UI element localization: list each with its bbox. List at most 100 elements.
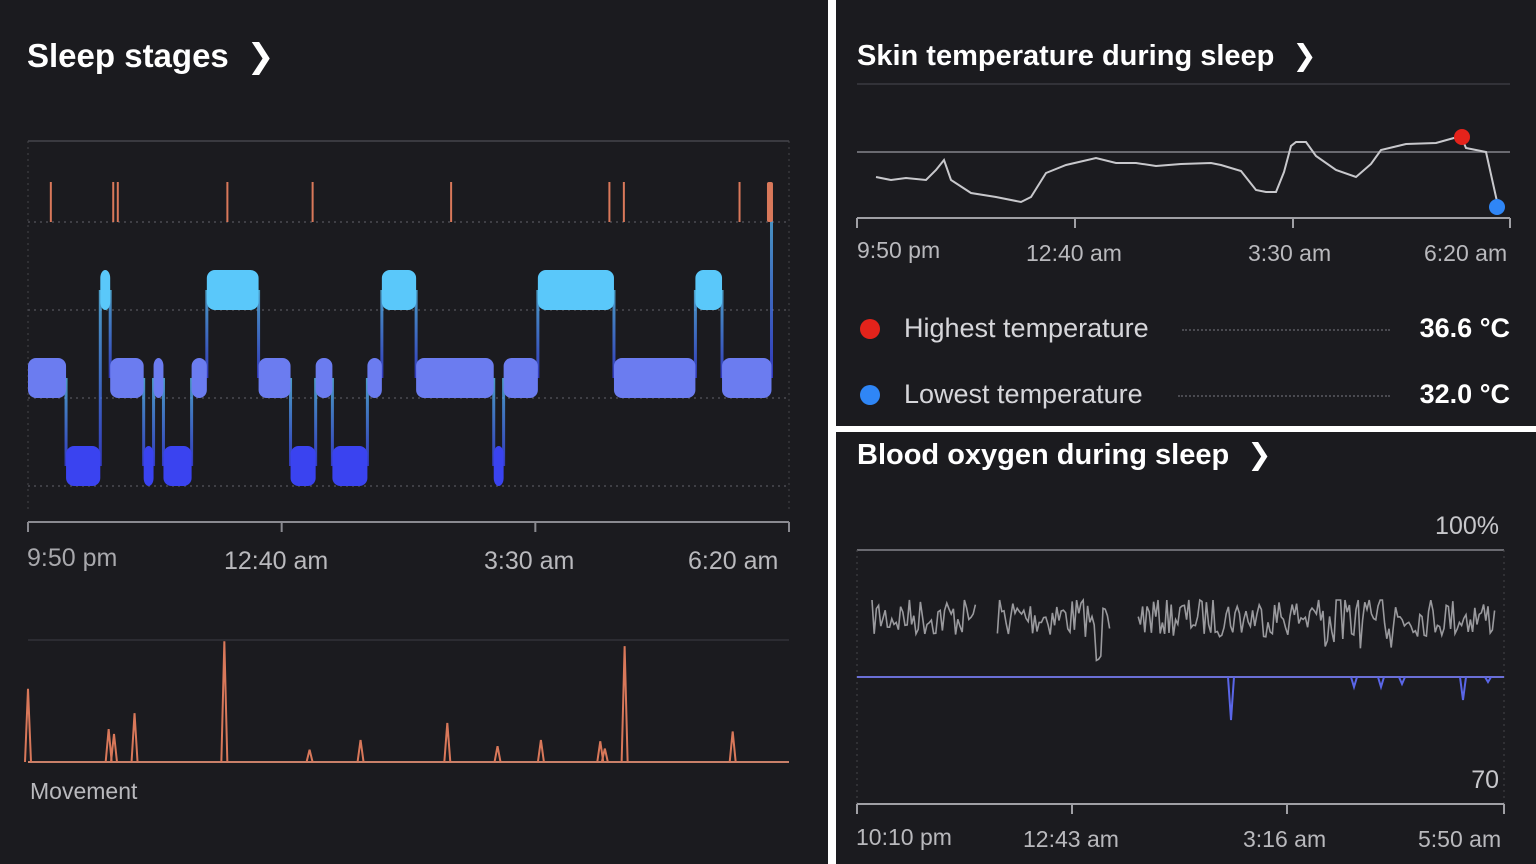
stage-block-light xyxy=(153,358,164,398)
movement-spike xyxy=(104,728,113,763)
spo2-time-label-4: 5:50 am xyxy=(1418,826,1502,852)
movement-spike xyxy=(596,741,605,763)
stage-block-rem xyxy=(100,270,111,310)
stage-transition xyxy=(142,378,146,466)
stage-transition xyxy=(330,378,334,466)
sleep-time-label-1: 9:50 pm xyxy=(27,544,118,572)
chevron-right-icon: ❯ xyxy=(246,37,275,74)
stage-block-deep xyxy=(66,446,101,486)
stage-block-deep xyxy=(143,446,154,486)
stage-block-light xyxy=(110,358,144,398)
lowest-temperature-value: 32.0 °C xyxy=(1419,379,1510,409)
spo2-trace xyxy=(871,597,1496,662)
awake-mark xyxy=(49,182,52,222)
sleep-time-label-4: 6:20 am xyxy=(688,547,779,575)
stage-block-rem xyxy=(537,270,614,310)
stage-transition xyxy=(190,378,194,466)
movement-spike xyxy=(130,713,139,763)
stage-transition xyxy=(536,290,540,378)
spo2-dip xyxy=(1459,676,1467,701)
skin-temperature-title[interactable]: Skin temperature during sleep ❯ xyxy=(857,38,1317,73)
movement-spike xyxy=(220,641,229,763)
movement-spike xyxy=(305,749,314,763)
spo2-time-label-1: 10:10 pm xyxy=(856,824,952,850)
awake-mark xyxy=(112,182,115,222)
leader-line xyxy=(1182,329,1390,331)
movement-spike xyxy=(536,739,545,763)
sleep-time-label-3: 3:30 am xyxy=(484,547,575,575)
blood-oxygen-panel: Blood oxygen during sleep ❯ 100% 70 10:10… xyxy=(836,432,1536,864)
skin-temperature-chart xyxy=(856,83,1511,228)
spo2-time-label-3: 3:16 am xyxy=(1243,826,1327,852)
spo2-y-top-label: 100% xyxy=(1435,512,1499,540)
stage-transition xyxy=(257,290,261,378)
stage-transition xyxy=(205,290,209,378)
stage-transition xyxy=(769,202,773,378)
blue-dot-icon xyxy=(860,385,880,405)
skin-temperature-panel: Skin temperature during sleep ❯ 9:50 pm 1… xyxy=(836,0,1536,426)
chevron-right-icon: ❯ xyxy=(1247,439,1272,471)
stage-block-rem xyxy=(206,270,259,310)
stage-transition xyxy=(414,290,418,378)
movement-spike xyxy=(443,722,452,763)
spo2-dip xyxy=(1484,676,1492,684)
temp-time-label-3: 3:30 am xyxy=(1248,240,1332,266)
stage-block-deep xyxy=(332,446,368,486)
lowest-temperature-label: Lowest temperature xyxy=(904,379,1143,409)
stage-transition xyxy=(289,378,293,466)
awake-mark xyxy=(738,182,741,222)
stage-transition xyxy=(365,378,369,466)
leader-line xyxy=(1178,395,1390,397)
spo2-dip xyxy=(1227,676,1235,721)
lowest-temperature-point xyxy=(1489,199,1505,215)
movement-spike xyxy=(356,739,365,763)
temp-time-label-1: 9:50 pm xyxy=(857,237,941,263)
awake-mark xyxy=(226,182,229,222)
temperature-line xyxy=(875,134,1499,207)
highest-temperature-value: 36.6 °C xyxy=(1419,313,1510,343)
sleep-time-label-2: 12:40 am xyxy=(224,547,329,575)
stage-block-light xyxy=(315,358,333,398)
blood-oxygen-title[interactable]: Blood oxygen during sleep ❯ xyxy=(857,437,1272,472)
stage-transition xyxy=(314,378,318,466)
highest-temperature-row: Highest temperature 36.6 °C xyxy=(836,310,1536,350)
stage-block-deep xyxy=(163,446,192,486)
stage-transition xyxy=(612,290,616,378)
stage-block-light xyxy=(722,358,772,398)
movement-chart xyxy=(24,639,789,763)
sleep-stages-chart xyxy=(27,140,790,532)
spo2-time-label-2: 12:43 am xyxy=(1023,826,1119,852)
spo2-dip xyxy=(1350,676,1358,691)
stage-transition xyxy=(693,290,697,378)
spo2-dip xyxy=(1398,676,1406,687)
spo2-dip xyxy=(1377,676,1385,691)
stage-block-light xyxy=(416,358,494,398)
skin-temperature-title-text: Skin temperature during sleep xyxy=(857,40,1275,72)
highest-temperature-label: Highest temperature xyxy=(904,313,1149,343)
awake-mark xyxy=(766,182,773,222)
stage-block-rem xyxy=(381,270,417,310)
highest-temperature-point xyxy=(1454,129,1470,145)
stage-block-light xyxy=(503,358,538,398)
sleep-stages-title[interactable]: Sleep stages ❯ xyxy=(27,36,274,75)
stage-transition xyxy=(108,290,112,378)
stage-block-light xyxy=(367,358,382,398)
movement-spike xyxy=(600,748,609,763)
stage-transition xyxy=(502,378,506,466)
stage-transition xyxy=(380,290,384,378)
temp-time-label-4: 6:20 am xyxy=(1424,240,1508,266)
temp-time-label-2: 12:40 am xyxy=(1026,240,1122,266)
stage-transition xyxy=(64,378,68,466)
awake-mark xyxy=(311,182,314,222)
stage-block-rem xyxy=(695,270,723,310)
red-dot-icon xyxy=(860,319,880,339)
awake-mark xyxy=(608,182,611,222)
stage-transition xyxy=(152,378,156,466)
awake-mark xyxy=(622,182,625,222)
stage-block-light xyxy=(28,358,67,398)
spo2-y-bottom-label: 70 xyxy=(1471,766,1499,794)
movement-spike xyxy=(620,646,629,763)
movement-spike xyxy=(493,745,502,763)
stage-block-deep xyxy=(493,446,504,486)
stage-block-light xyxy=(191,358,207,398)
